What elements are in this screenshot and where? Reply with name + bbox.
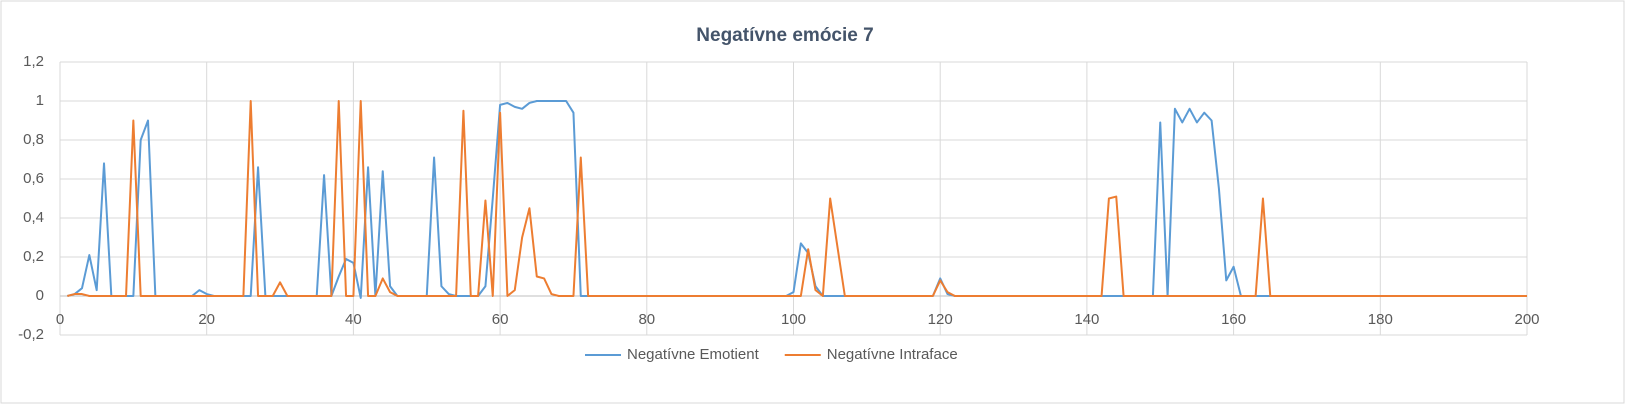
legend-label: Negatívne Intraface bbox=[827, 346, 958, 363]
x-tick-label: 20 bbox=[198, 311, 215, 328]
x-tick-label: 140 bbox=[1074, 311, 1099, 328]
chart-title: Negatívne emócie 7 bbox=[696, 25, 873, 46]
x-tick-label: 120 bbox=[928, 311, 953, 328]
y-tick-label: 1 bbox=[36, 92, 44, 109]
x-tick-label: 0 bbox=[56, 311, 64, 328]
y-tick-label: 0 bbox=[36, 287, 44, 304]
y-tick-label: 0,8 bbox=[23, 131, 44, 148]
x-tick-label: 40 bbox=[345, 311, 362, 328]
x-tick-label: 200 bbox=[1514, 311, 1539, 328]
y-tick-label: 1,2 bbox=[23, 53, 44, 70]
x-tick-label: 160 bbox=[1221, 311, 1246, 328]
y-tick-label: -0,2 bbox=[18, 326, 44, 343]
y-tick-label: 0,6 bbox=[23, 170, 44, 187]
x-tick-label: 180 bbox=[1368, 311, 1393, 328]
legend-label: Negatívne Emotient bbox=[627, 346, 760, 363]
series-line bbox=[67, 100, 1527, 297]
x-tick-label: 100 bbox=[781, 311, 806, 328]
y-tick-label: 0,2 bbox=[23, 248, 44, 265]
x-tick-label: 60 bbox=[492, 311, 509, 328]
y-tick-label: 0,4 bbox=[23, 209, 44, 226]
x-tick-label: 80 bbox=[638, 311, 655, 328]
